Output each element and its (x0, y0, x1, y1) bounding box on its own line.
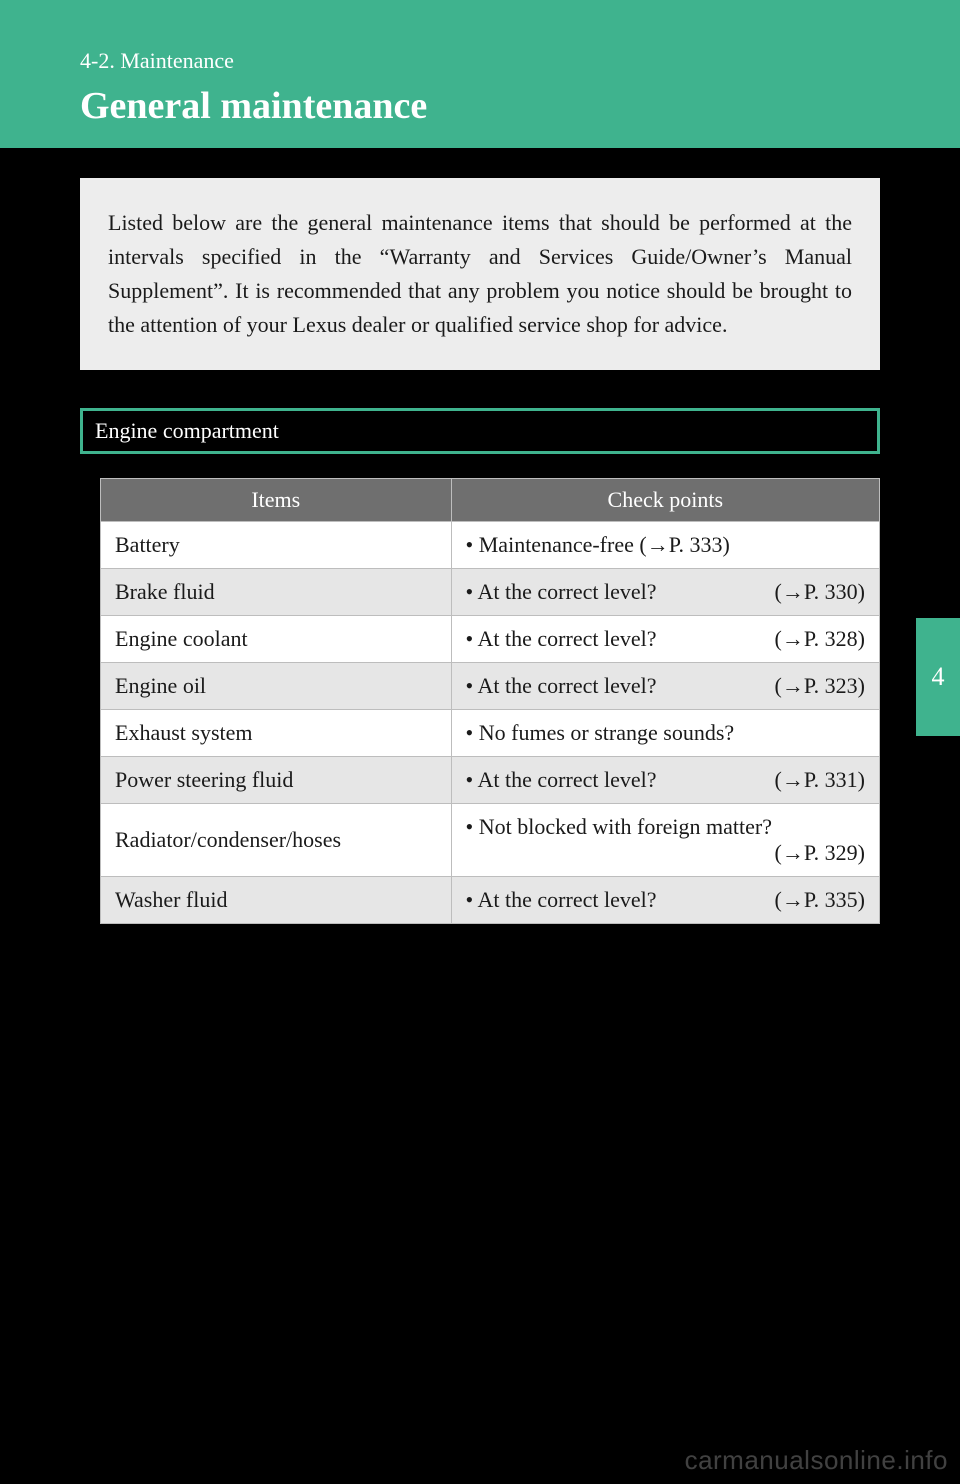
check-cell: • At the correct level? (→P. 330) (451, 569, 879, 616)
item-cell: Engine oil (101, 663, 452, 710)
intro-box: Listed below are the general maintenance… (80, 178, 880, 370)
check-cell: • At the correct level? (→P. 335) (451, 877, 879, 924)
check-text: • At the correct level? (466, 579, 763, 605)
chapter-side-tab: 4 (916, 618, 960, 736)
table-row: Battery• Maintenance-free (→P. 333) (101, 522, 880, 569)
maintenance-table: Items Check points Battery• Maintenance-… (100, 478, 880, 924)
table-row: Engine oil • At the correct level? (→P. 32… (101, 663, 880, 710)
section-label: 4-2. Maintenance (80, 48, 960, 74)
table-row: Radiator/condenser/hoses• Not blocked wi… (101, 804, 880, 877)
table-row: Power steering fluid• At the correct lev… (101, 757, 880, 804)
page-ref: (→P. 331) (775, 767, 865, 793)
page-ref: (→P. 330) (775, 579, 865, 605)
check-cell: • Maintenance-free (→P. 333) (451, 522, 879, 569)
page-title: General maintenance (80, 84, 960, 128)
check-cell: • At the correct level? (→P. 331) (451, 757, 879, 804)
table-row: Brake fluid • At the correct level? (→P. 3… (101, 569, 880, 616)
check-text: • At the correct level? (466, 673, 763, 699)
header-band: 4-2. Maintenance General maintenance (0, 0, 960, 148)
item-cell: Washer fluid (101, 877, 452, 924)
item-cell: Exhaust system (101, 710, 452, 757)
table-row: Exhaust system• No fumes or strange soun… (101, 710, 880, 757)
page-ref: (→P. 335) (775, 887, 865, 913)
subheading-bar: Engine compartment (80, 408, 880, 454)
item-cell: Power steering fluid (101, 757, 452, 804)
item-cell: Battery (101, 522, 452, 569)
check-text: • At the correct level? (466, 626, 763, 652)
check-text: • At the correct level? (466, 887, 763, 913)
table-row: Engine coolant • At the correct level? (→P… (101, 616, 880, 663)
page-ref: (→P. 328) (775, 626, 865, 652)
column-header-checkpoints: Check points (451, 479, 879, 522)
check-cell: • At the correct level? (→P. 323) (451, 663, 879, 710)
page-ref: (→P. 329) (466, 840, 865, 866)
check-cell: • Not blocked with foreign matter?(→P. 3… (451, 804, 879, 877)
column-header-items: Items (101, 479, 452, 522)
check-text: • Not blocked with foreign matter? (466, 814, 865, 840)
maintenance-table-wrap: Items Check points Battery• Maintenance-… (100, 478, 880, 924)
watermark-text: carmanualsonline.info (685, 1445, 948, 1476)
item-cell: Engine coolant (101, 616, 452, 663)
table-row: Washer fluid • At the correct level? (→P. … (101, 877, 880, 924)
check-cell: • At the correct level? (→P. 328) (451, 616, 879, 663)
item-cell: Radiator/condenser/hoses (101, 804, 452, 877)
check-text: • At the correct level? (466, 767, 763, 793)
page-ref: (→P. 323) (775, 673, 865, 699)
check-cell: • No fumes or strange sounds? (451, 710, 879, 757)
item-cell: Brake fluid (101, 569, 452, 616)
